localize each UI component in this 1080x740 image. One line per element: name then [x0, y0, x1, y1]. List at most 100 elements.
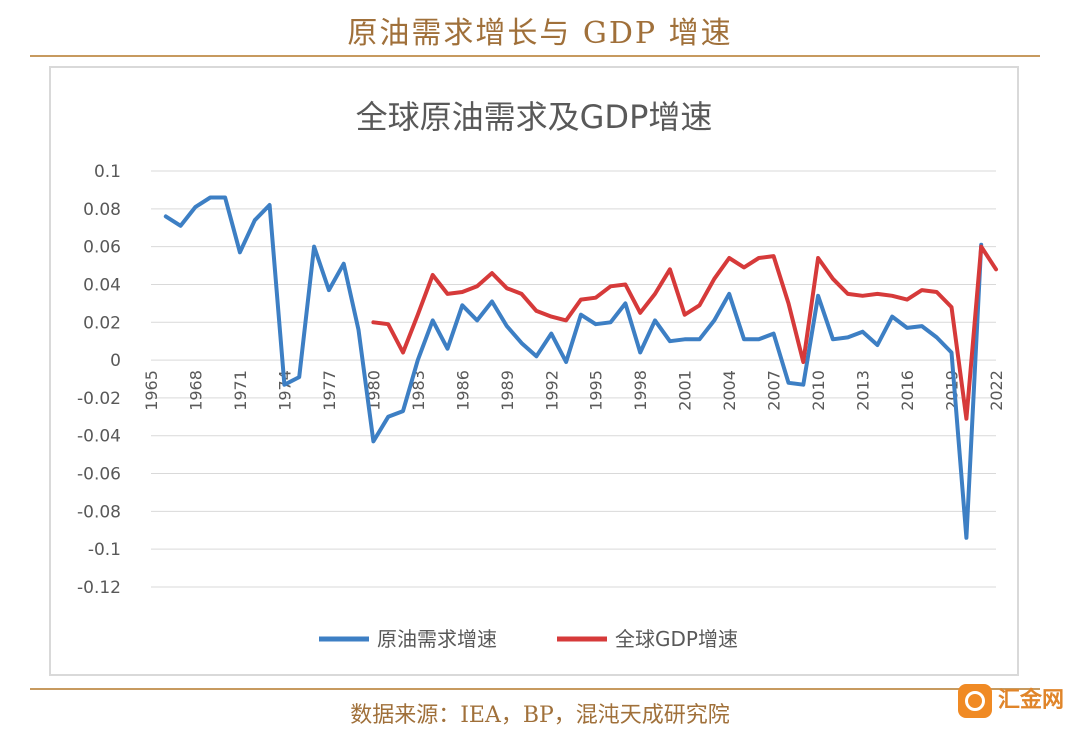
line-chart: 0.1 0.08 0.06 0.04 0.02 0 -0.02 -0.04 -0.06 -0.08… [77, 162, 1006, 651]
data-point [965, 536, 968, 539]
data-point [757, 338, 760, 341]
data-point [876, 343, 879, 346]
data-point [342, 262, 345, 265]
y-tick-label: -0.08 [77, 502, 121, 522]
page-title: 原油需求增长与 GDP 增速 [347, 16, 733, 51]
data-point [742, 266, 745, 269]
data-point [298, 376, 301, 379]
data-point [668, 340, 671, 343]
x-tick-label: 2022 [987, 370, 1006, 411]
data-point [965, 417, 968, 420]
watermark: 汇金网 [958, 684, 1064, 718]
x-tick-label: 2007 [765, 370, 784, 411]
data-point [802, 360, 805, 363]
top-divider [30, 55, 1040, 57]
x-tick-label: 1965 [142, 370, 161, 411]
data-point [179, 224, 182, 227]
x-tick-label: 1995 [587, 370, 606, 411]
x-tick-label: 1989 [498, 370, 517, 411]
bottom-divider [30, 688, 1040, 690]
data-point [654, 292, 657, 295]
legend-label: 全球GDP增速 [615, 627, 738, 651]
data-point [520, 292, 523, 295]
data-point [698, 338, 701, 341]
data-point [505, 325, 508, 328]
data-point [846, 292, 849, 295]
data-point [476, 319, 479, 322]
data-point [876, 292, 879, 295]
data-point [327, 289, 330, 292]
y-tick-label: 0.08 [83, 200, 121, 220]
data-point [490, 272, 493, 275]
data-point [609, 285, 612, 288]
y-tick-label: -0.02 [77, 389, 121, 409]
data-point [935, 291, 938, 294]
data-point [594, 323, 597, 326]
data-point [980, 245, 983, 248]
data-point [950, 351, 953, 354]
data-point [579, 298, 582, 301]
y-tick-label: 0.1 [94, 162, 121, 182]
data-point [891, 294, 894, 297]
series-line [371, 244, 998, 421]
data-point [787, 302, 790, 305]
data-point [802, 383, 805, 386]
x-tick-label: 1992 [542, 370, 561, 411]
chart-title: 全球原油需求及GDP增速 [355, 98, 713, 136]
data-point [772, 332, 775, 335]
data-point [535, 355, 538, 358]
data-point [817, 294, 820, 297]
y-tick-label: -0.06 [77, 465, 121, 485]
data-point [313, 245, 316, 248]
data-point [683, 338, 686, 341]
x-tick-label: 2001 [676, 370, 695, 411]
data-point [728, 256, 731, 259]
data-point [387, 415, 390, 418]
data-point [372, 440, 375, 443]
data-point [224, 196, 227, 199]
data-point [268, 204, 271, 207]
data-point [446, 292, 449, 295]
data-point [831, 338, 834, 341]
data-point [565, 319, 568, 322]
y-tick-label: -0.04 [77, 427, 121, 447]
data-point [238, 251, 241, 254]
data-point [283, 383, 286, 386]
data-point [698, 304, 701, 307]
data-point [757, 256, 760, 259]
data-point [950, 306, 953, 309]
data-point [935, 336, 938, 339]
data-point [461, 304, 464, 307]
data-point [387, 323, 390, 326]
data-point [446, 347, 449, 350]
data-point [476, 285, 479, 288]
x-tick-label: 1971 [231, 370, 250, 411]
watermark-logo-icon [958, 684, 992, 718]
data-point [490, 300, 493, 303]
data-point [550, 315, 553, 318]
x-tick-label: 2010 [809, 370, 828, 411]
data-point [861, 294, 864, 297]
data-point [550, 332, 553, 335]
data-point [891, 315, 894, 318]
legend-label: 原油需求增速 [377, 627, 497, 651]
chart-frame: 全球原油需求及GDP增速 0.1 0.08 0.06 0.04 0.02 0 -0.02 -0… [49, 66, 1019, 676]
data-point [194, 205, 197, 208]
data-point [253, 219, 256, 222]
data-point [357, 328, 360, 331]
data-point [668, 268, 671, 271]
data-point [609, 321, 612, 324]
data-point [683, 313, 686, 316]
data-point [520, 342, 523, 345]
data-point [624, 302, 627, 305]
data-point [639, 351, 642, 354]
data-point [402, 351, 405, 354]
data-point [713, 277, 716, 280]
data-point [920, 325, 923, 328]
data-point [920, 289, 923, 292]
data-point [624, 283, 627, 286]
y-tick-label: -0.1 [88, 540, 121, 560]
data-point [164, 215, 167, 218]
data-point [906, 298, 909, 301]
data-point [846, 336, 849, 339]
